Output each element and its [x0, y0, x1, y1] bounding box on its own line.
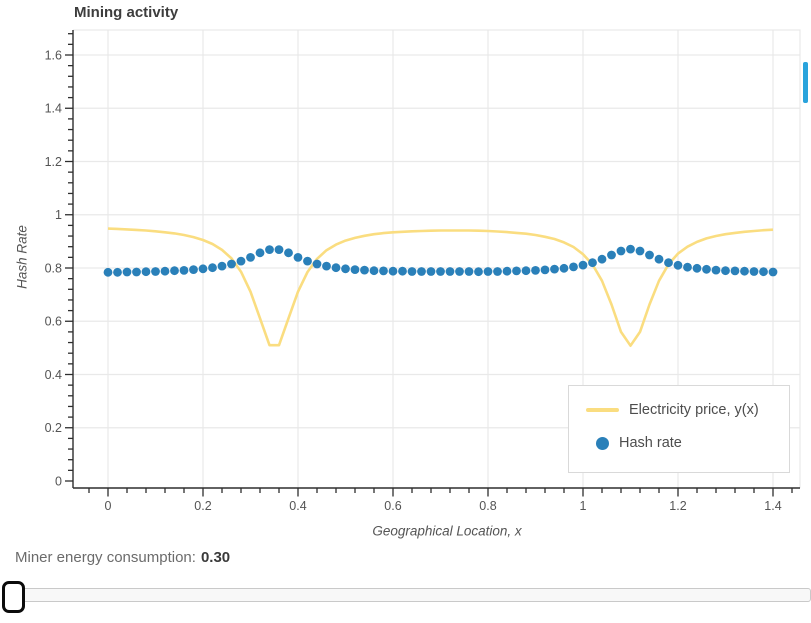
svg-text:0.6: 0.6 — [384, 499, 401, 513]
svg-text:0.2: 0.2 — [45, 421, 62, 435]
svg-text:1.4: 1.4 — [45, 102, 62, 116]
svg-text:0.4: 0.4 — [289, 499, 306, 513]
energy-readout-value: 0.30 — [200, 549, 231, 566]
svg-text:0.8: 0.8 — [479, 499, 496, 513]
plot-border — [73, 29, 801, 488]
svg-text:0.2: 0.2 — [194, 499, 211, 513]
x-axis-label: Geographical Location, x — [372, 523, 522, 539]
chart-title: Mining activity — [74, 4, 179, 21]
legend-label-electricity-price: Electricity price, y(x) — [629, 402, 759, 418]
svg-text:1.2: 1.2 — [669, 499, 686, 513]
svg-text:0.8: 0.8 — [45, 261, 62, 275]
svg-text:1: 1 — [55, 208, 62, 222]
legend-item-electricity-price: Electricity price, y(x) — [586, 399, 789, 421]
plot-canvas: 0 0.2 0.4 0.6 0.8 1 1.2 1.4 0 0.2 0.4 0.6 0.8 1 1.2 1.4… — [45, 29, 801, 513]
legend-line-swatch — [586, 408, 619, 412]
svg-text:0: 0 — [55, 474, 62, 488]
y-axis-label: Hash Rate — [14, 225, 30, 289]
hash-rate-dots — [103, 244, 778, 277]
energy-slider-track[interactable] — [4, 588, 811, 602]
svg-text:1.2: 1.2 — [45, 155, 62, 169]
svg-text:1: 1 — [580, 499, 587, 513]
svg-text:0.6: 0.6 — [45, 315, 62, 329]
axes — [72, 30, 800, 489]
legend-label-hash-rate: Hash rate — [619, 435, 682, 451]
svg-text:1.4: 1.4 — [764, 499, 781, 513]
scroll-indicator[interactable] — [803, 62, 808, 103]
tick-labels: 0 0.2 0.4 0.6 0.8 1 1.2 1.4 0 0.2 0.4 0.6 0.8 1 1.2 1.4… — [45, 48, 782, 513]
legend: Electricity price, y(x) Hash rate — [568, 385, 790, 473]
energy-slider-handle[interactable] — [2, 581, 25, 613]
energy-readout: Miner energy consumption: 0.30 — [15, 549, 230, 566]
svg-text:0: 0 — [105, 499, 112, 513]
legend-dot-swatch — [596, 436, 609, 450]
electricity-price-line — [107, 227, 774, 347]
legend-item-hash-rate: Hash rate — [586, 432, 789, 454]
tick-layer — [65, 33, 793, 497]
svg-text:1.6: 1.6 — [45, 48, 62, 62]
energy-readout-label: Miner energy consumption: — [15, 549, 196, 566]
svg-text:0.4: 0.4 — [45, 368, 62, 382]
